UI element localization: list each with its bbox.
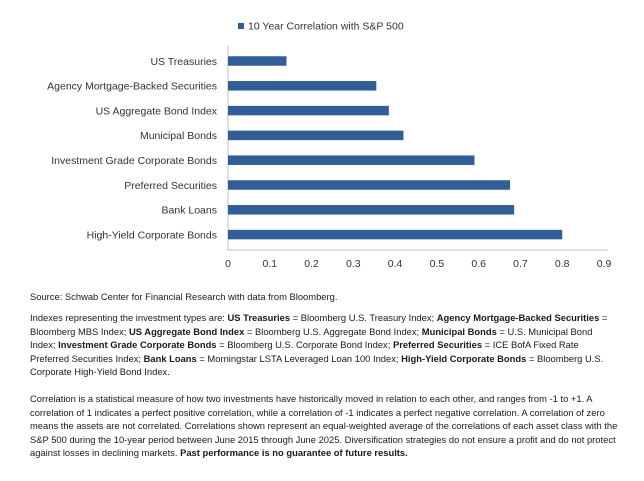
x-tick-label: 0.9 [597,258,612,270]
bar [228,180,510,190]
bar [228,205,515,215]
x-tick-label: 0.1 [262,258,277,270]
category-label: Bank Loans [162,205,217,217]
category-label: US Treasuries [150,56,217,68]
x-tick-label: 0.6 [471,258,486,270]
category-label: US Aggregate Bond Index [96,105,218,117]
index-asset-name: US Treasuries [227,312,291,323]
index-definition: = Morningstar LSTA Leveraged Loan 100 In… [196,352,402,364]
indexes-note: Indexes representing the investment type… [30,311,620,379]
bar [228,81,377,91]
category-label: Agency Mortgage-Backed Securities [47,81,217,93]
bar-chart: 10 Year Correlation with S&P 500 US Treas… [47,21,612,271]
x-tick-label: 0.8 [555,258,570,270]
x-tick-label: 0.3 [346,258,361,270]
category-label: Investment Grade Corporate Bonds [51,155,217,167]
correlation-text: Correlation is a statistical measure of … [30,393,618,459]
bar [228,130,404,141]
bar [228,105,389,116]
legend-label: 10 Year Correlation with S&P 500 [248,21,404,33]
index-asset-name: Agency Mortgage-Backed Securities [436,312,600,323]
index-definition: = ICE BofA Fixed Rate Preferred Securiti… [30,339,579,364]
legend-swatch [238,23,244,29]
category-label: High-Yield Corporate Bonds [87,229,217,241]
x-tick-label: 0.7 [513,258,528,270]
index-asset-name: Investment Grade Corporate Bonds [58,339,217,351]
x-tick-label: 0.5 [430,258,445,270]
index-asset-name: High-Yield Corporate Bonds [401,352,527,364]
x-tick-label: 0.4 [388,258,403,270]
index-definition: = Bloomberg U.S. Treasury Index; [290,312,437,323]
index-definition: = Bloomberg MBS Index; [30,312,608,337]
index-asset-name: Bank Loans [143,352,197,364]
index-asset-name: Preferred Securities [392,339,483,351]
category-label: Preferred Securities [124,180,217,192]
index-definition: = Bloomberg U.S. Corporate Bond Index; [216,339,393,351]
indexes-intro: Indexes representing the investment type… [30,312,228,323]
index-definition: = Bloomberg U.S. Corporate High-Yield Bo… [30,352,604,378]
source-note: Source: Schwab Center for Financial Rese… [30,291,338,302]
x-tick-label: 0.2 [304,258,319,270]
x-tick-label: 0 [225,258,231,270]
index-asset-name: US Aggregate Bond Index [129,325,245,337]
bar [228,229,563,240]
bar [228,155,475,165]
chart-svg: 10 Year Correlation with S&P 500 US Treas… [47,21,612,271]
index-definition: = Bloomberg U.S. Aggregate Bond Index; [244,325,422,337]
correlation-note: Correlation is a statistical measure of … [30,392,620,460]
bar [228,56,287,66]
performance-disclaimer: Past performance is no guarantee of futu… [180,447,408,459]
category-label: Municipal Bonds [140,130,217,142]
index-asset-name: Municipal Bonds [421,325,497,337]
index-definition: = U.S. Municipal Bond Index; [30,325,593,351]
